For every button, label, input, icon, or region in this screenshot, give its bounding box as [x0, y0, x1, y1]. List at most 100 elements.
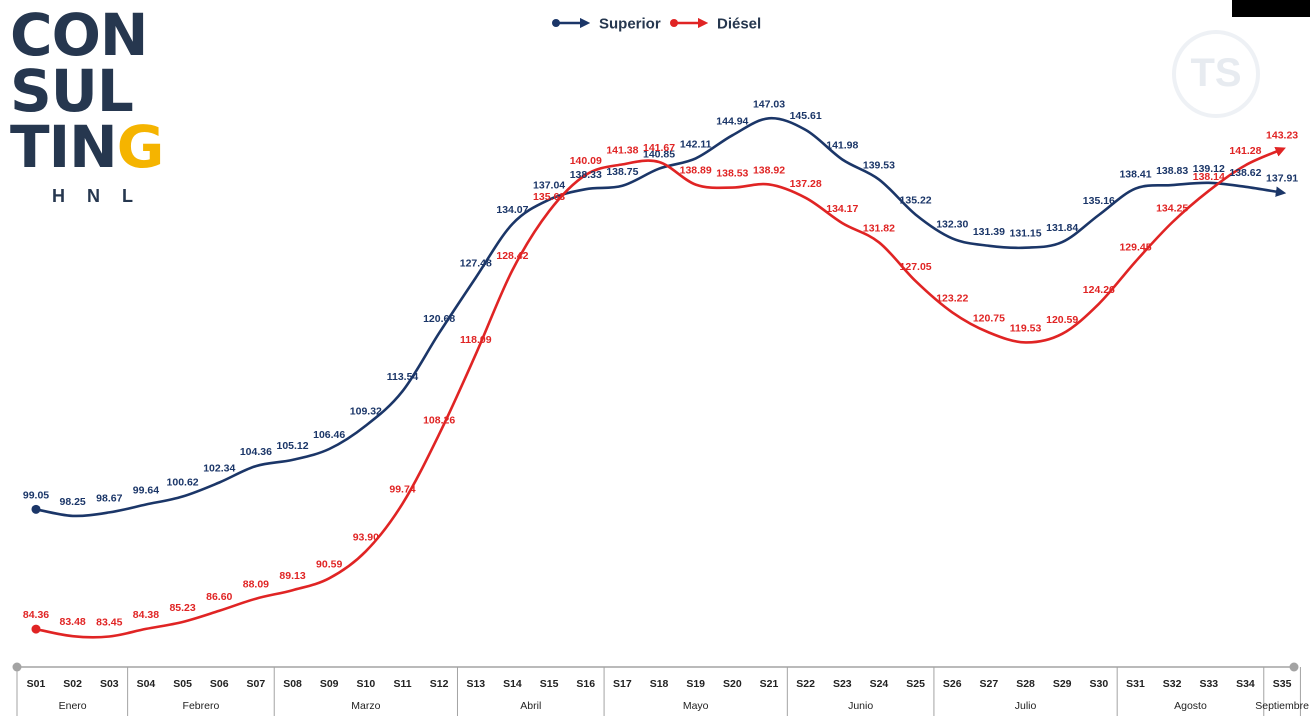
data-label-superior-S08: 105.12	[276, 440, 308, 452]
data-label-superior-S25: 135.22	[900, 195, 932, 207]
data-label-diesel-S30: 124.26	[1083, 284, 1115, 296]
month-label-agosto: Agosto	[1174, 700, 1207, 712]
x-tick-label-S20: S20	[723, 678, 742, 690]
data-label-diesel-S05: 85.23	[169, 602, 195, 614]
data-label-superior-S35: 137.91	[1266, 173, 1298, 185]
logo-accent-letter: G	[116, 113, 165, 181]
data-label-superior-S21: 147.03	[753, 98, 785, 110]
data-label-diesel-S25: 127.05	[900, 261, 932, 273]
x-tick-label-S14: S14	[503, 678, 522, 690]
x-tick-label-S05: S05	[173, 678, 192, 690]
data-label-superior-S12: 120.68	[423, 313, 455, 325]
data-label-diesel-S02: 83.48	[60, 616, 86, 628]
consulting-hnl-logo: CON SUL TING HNL	[10, 1, 210, 208]
data-label-superior-S07: 104.36	[240, 446, 272, 458]
x-axis: S01 S02 S03 S04 S05 S06 S07 S08 S09 S10 S11 S12 S13 S…	[12, 662, 1309, 716]
logo-line-1: CON	[10, 1, 148, 69]
x-tick-label-S08: S08	[283, 678, 302, 690]
data-label-diesel-S15: 135.63	[533, 191, 565, 203]
data-label-diesel-S08: 89.13	[279, 570, 305, 582]
x-tick-label-S33: S33	[1199, 678, 1218, 690]
data-label-superior-S01: 99.05	[23, 489, 49, 501]
month-label-mayo: Mayo	[683, 700, 709, 712]
data-label-diesel-S03: 83.45	[96, 616, 122, 628]
x-tick-label-S17: S17	[613, 678, 632, 690]
x-tick-label-S28: S28	[1016, 678, 1035, 690]
data-label-diesel-S24: 131.82	[863, 222, 895, 234]
data-label-superior-S16: 138.33	[570, 169, 602, 181]
legend-marker-superior	[552, 19, 560, 27]
data-label-diesel-S31: 129.45	[1119, 242, 1151, 254]
data-label-diesel-S35: 143.23	[1266, 129, 1298, 141]
data-label-superior-S14: 134.07	[496, 204, 528, 216]
data-label-diesel-S21: 138.92	[753, 164, 785, 176]
data-label-superior-S24: 139.53	[863, 159, 895, 171]
x-tick-label-S15: S15	[540, 678, 559, 690]
x-tick-label-S09: S09	[320, 678, 339, 690]
data-label-diesel-S20: 138.53	[716, 168, 748, 180]
x-tick-label-S21: S21	[760, 678, 779, 690]
data-label-diesel-S19: 138.89	[680, 165, 712, 177]
x-tick-label-S16: S16	[576, 678, 595, 690]
logo-subtitle: HNL	[52, 186, 155, 206]
data-label-diesel-S18: 141.67	[643, 142, 675, 154]
logo-line-3: TING	[10, 118, 164, 176]
x-tick-label-S19: S19	[686, 678, 705, 690]
x-tick-label-S03: S03	[100, 678, 119, 690]
month-label-septiembre: Septiembre	[1255, 700, 1309, 712]
x-tick-label-S06: S06	[210, 678, 229, 690]
x-tick-label-S02: S02	[63, 678, 82, 690]
data-label-diesel-S13: 118.09	[460, 334, 492, 346]
watermark-logo: TS	[1172, 30, 1260, 118]
series-line-diesel	[34, 146, 1286, 639]
x-tick-label-S24: S24	[870, 678, 889, 690]
data-label-superior-S34: 138.62	[1229, 167, 1261, 179]
data-label-diesel-S14: 128.42	[496, 250, 528, 262]
data-label-diesel-S27: 120.75	[973, 312, 1005, 324]
logo-line-2: SUL	[10, 57, 134, 125]
x-axis-end-cap	[1289, 662, 1299, 672]
month-label-enero: Enero	[59, 700, 87, 712]
series-lines	[31, 116, 1287, 639]
logo-line-3-text: TIN	[10, 113, 118, 181]
x-tick-label-S04: S04	[137, 678, 156, 690]
data-label-diesel-S16: 140.09	[570, 155, 602, 167]
series-line-superior	[34, 116, 1287, 518]
legend-marker-diesel	[670, 19, 678, 27]
data-label-superior-S27: 131.39	[973, 226, 1005, 238]
x-tick-label-S11: S11	[393, 678, 411, 690]
data-label-superior-S33: 139.12	[1193, 163, 1225, 175]
data-label-diesel-S26: 123.22	[936, 292, 968, 304]
data-label-superior-S04: 99.64	[133, 485, 159, 497]
x-tick-label-S18: S18	[650, 678, 669, 690]
data-label-diesel-S07: 88.09	[243, 579, 269, 591]
data-label-superior-S06: 102.34	[203, 463, 235, 475]
x-tick-label-S12: S12	[430, 678, 449, 690]
corner-overlay	[1232, 0, 1310, 17]
data-label-superior-S05: 100.62	[167, 477, 199, 489]
x-tick-label-S13: S13	[466, 678, 485, 690]
data-label-superior-S30: 135.16	[1083, 195, 1115, 207]
data-label-diesel-S09: 90.59	[316, 558, 342, 570]
x-tick-label-S29: S29	[1053, 678, 1072, 690]
series-start-point-diesel	[31, 624, 41, 634]
data-label-diesel-S23: 134.17	[826, 203, 858, 215]
data-label-superior-S31: 138.41	[1119, 169, 1151, 181]
month-label-febrero: Febrero	[183, 700, 220, 712]
x-tick-label-S34: S34	[1236, 678, 1255, 690]
x-tick-label-S26: S26	[943, 678, 962, 690]
data-label-diesel-S34: 141.28	[1229, 145, 1261, 157]
data-label-diesel-S10: 93.90	[353, 531, 379, 543]
x-tick-label-S31: S31	[1126, 678, 1145, 690]
data-label-superior-S28: 131.15	[1009, 228, 1041, 240]
data-label-superior-S13: 127.48	[460, 258, 492, 270]
legend-label-superior: Superior	[599, 16, 661, 33]
data-label-diesel-S22: 137.28	[790, 178, 822, 190]
x-tick-label-S27: S27	[980, 678, 999, 690]
series-start-point-superior	[31, 504, 41, 514]
data-label-diesel-S01: 84.36	[23, 609, 49, 621]
x-tick-label-S23: S23	[833, 678, 852, 690]
data-label-superior-S10: 109.32	[350, 406, 382, 418]
data-label-diesel-S28: 119.53	[1010, 322, 1042, 334]
x-tick-label-S01: S01	[27, 678, 46, 690]
